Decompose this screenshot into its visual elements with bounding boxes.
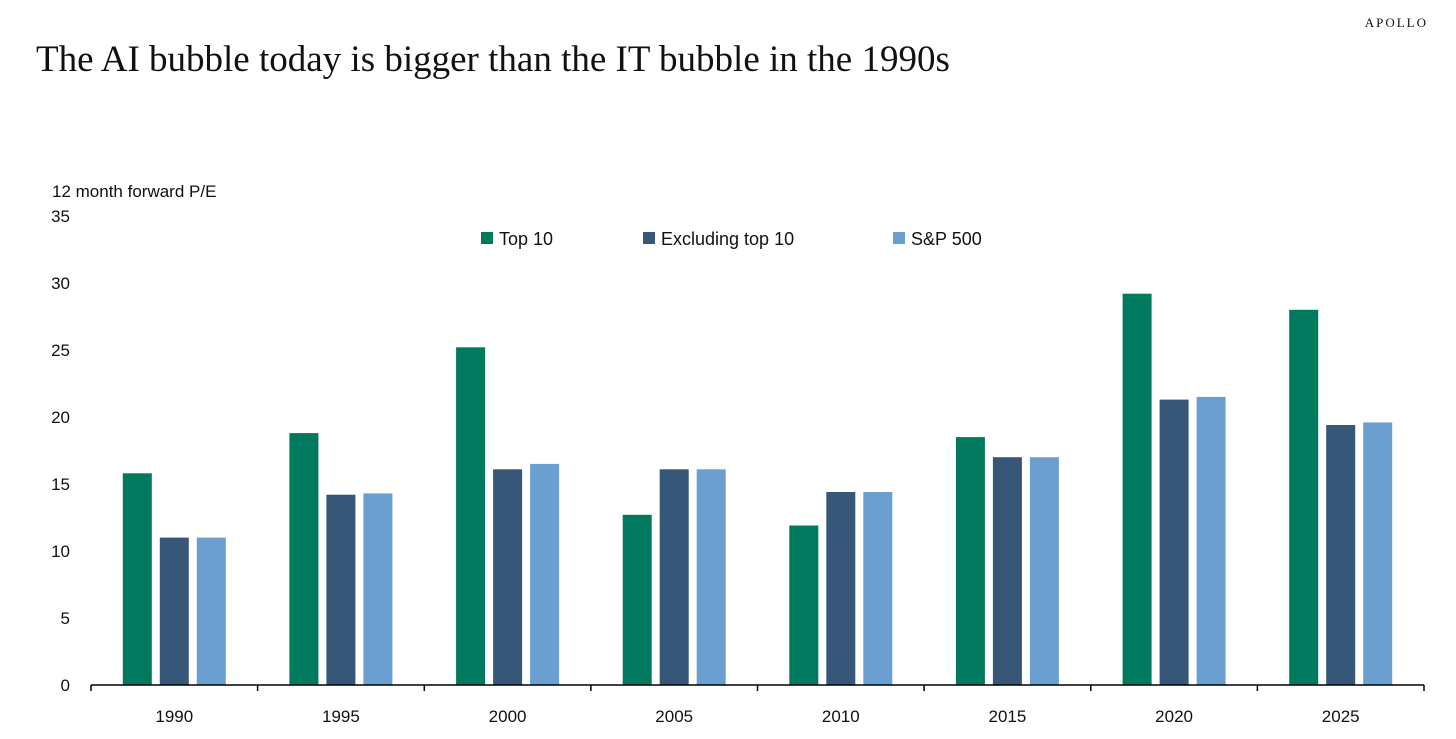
x-tick-label: 2000 (489, 707, 527, 726)
y-tick-label: 30 (51, 274, 70, 293)
brand-logo: APOLLO (1364, 15, 1428, 30)
bar-top-10-1990 (122, 473, 152, 685)
bar-excluding-top-10-2015 (992, 457, 1022, 685)
legend: Top 10 Excluding top 10 S&P 500 (481, 229, 982, 249)
bar-excluding-top-10-1990 (159, 537, 189, 685)
bar-excluding-top-10-2005 (659, 469, 689, 685)
x-tick-label: 2005 (655, 707, 693, 726)
y-tick-label: 25 (51, 341, 70, 360)
chart-title: The AI bubble today is bigger than the I… (36, 39, 950, 80)
bar-s-p-500-2020 (1196, 396, 1226, 685)
bar-s-p-500-2015 (1029, 457, 1059, 685)
bar-s-p-500-1990 (196, 537, 226, 685)
bar-excluding-top-10-2010 (826, 492, 856, 685)
legend-label: Excluding top 10 (661, 229, 794, 249)
bar-excluding-top-10-2020 (1159, 399, 1189, 685)
y-tick-label: 5 (61, 609, 70, 628)
bar-top-10-2010 (789, 525, 819, 685)
legend-swatch (893, 232, 905, 244)
x-tick-label: 2010 (822, 707, 860, 726)
y-tick-label: 15 (51, 475, 70, 494)
y-tick-label: 10 (51, 542, 70, 561)
x-tick-label: 2020 (1155, 707, 1193, 726)
bar-top-10-1995 (289, 433, 319, 685)
bar-top-10-2025 (1289, 309, 1319, 685)
x-tick-label: 1990 (155, 707, 193, 726)
bar-top-10-2015 (955, 437, 985, 685)
bar-excluding-top-10-2025 (1326, 425, 1356, 685)
x-tick-label: 2015 (988, 707, 1026, 726)
legend-swatch (481, 232, 493, 244)
bar-s-p-500-2010 (863, 492, 893, 685)
x-tick-label: 2025 (1322, 707, 1360, 726)
bar-top-10-2005 (622, 514, 652, 685)
legend-label: Top 10 (499, 229, 553, 249)
bar-s-p-500-1995 (363, 493, 393, 685)
y-tick-label: 0 (61, 676, 70, 695)
bar-s-p-500-2000 (530, 463, 560, 685)
y-tick-label: 20 (51, 408, 70, 427)
legend-label: S&P 500 (911, 229, 982, 249)
x-tick-label: 1995 (322, 707, 360, 726)
bar-top-10-2020 (1122, 293, 1152, 685)
bar-s-p-500-2005 (696, 469, 726, 685)
bar-s-p-500-2025 (1363, 422, 1393, 685)
bars-layer (122, 293, 1393, 685)
bar-excluding-top-10-1995 (326, 494, 356, 685)
y-tick-label: 35 (51, 207, 70, 226)
bar-excluding-top-10-2000 (493, 469, 523, 685)
y-axis-title: 12 month forward P/E (52, 182, 217, 201)
bar-top-10-2000 (456, 347, 486, 685)
legend-swatch (643, 232, 655, 244)
